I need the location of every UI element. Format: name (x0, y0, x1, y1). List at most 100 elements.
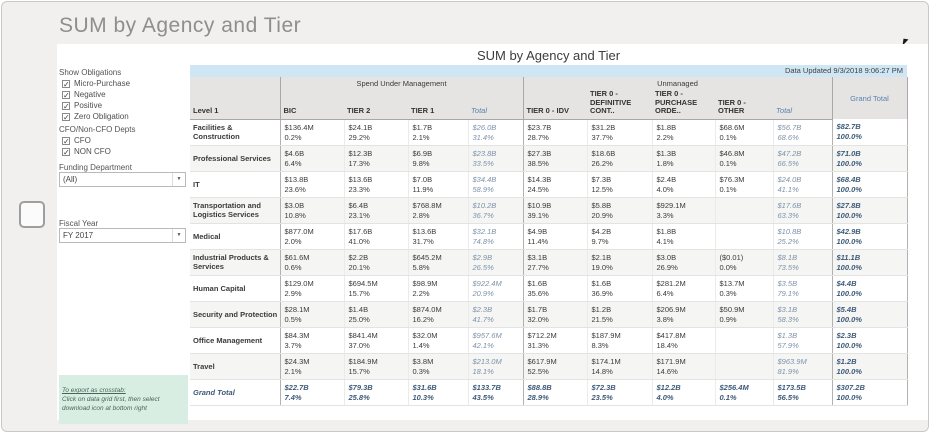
column-header-level1[interactable]: Level 1 (190, 90, 281, 120)
data-cell[interactable]: $13.7M 0.3% (715, 275, 774, 302)
data-cell[interactable]: $27.8B 100.0% (832, 197, 908, 224)
data-cell[interactable]: $11.1B 100.0% (832, 249, 908, 276)
data-cell[interactable]: $171.9M 14.6% (652, 353, 716, 380)
data-cell[interactable]: $133.7B 43.5% (468, 378, 524, 406)
row-label[interactable]: IT (190, 171, 281, 198)
data-cell[interactable]: $929.1M 3.3% (652, 197, 716, 224)
data-cell[interactable]: $34.4B 58.9% (468, 171, 524, 198)
checkbox-option[interactable]: ✓ NON CFO (62, 146, 111, 157)
data-cell[interactable]: $2.4B 4.0% (652, 171, 716, 198)
checkbox-option[interactable]: ✓ Zero Obligation (62, 111, 130, 122)
data-cell[interactable]: $7.3B 12.5% (587, 171, 653, 198)
data-cell[interactable]: $184.9M 15.7% (344, 353, 409, 380)
row-label[interactable]: Professional Services (190, 145, 281, 172)
data-cell[interactable]: $46.8M 0.1% (715, 145, 774, 172)
row-label[interactable]: Facilities & Construction (190, 119, 281, 146)
data-cell[interactable]: $4.6B 6.4% (280, 145, 345, 172)
data-cell[interactable]: $42.9B 100.0% (832, 223, 908, 250)
data-cell[interactable]: $6.9B 9.8% (408, 145, 469, 172)
data-cell[interactable]: $4.2B 9.7% (587, 223, 653, 250)
data-cell[interactable]: $174.1M 14.8% (587, 353, 653, 380)
data-cell[interactable]: $1.7B 32.0% (523, 301, 588, 328)
data-cell[interactable]: $13.6B 31.7% (408, 223, 469, 250)
data-cell[interactable]: $3.5B 79.1% (773, 275, 833, 302)
data-cell[interactable]: $18.6B 26.2% (587, 145, 653, 172)
data-cell[interactable]: $1.4B 25.0% (344, 301, 409, 328)
data-cell[interactable]: $32.1B 74.8% (468, 223, 524, 250)
data-cell[interactable]: $256.4M 0.1% (715, 378, 774, 406)
data-cell[interactable]: $4.9B 11.4% (523, 223, 588, 250)
data-cell[interactable] (715, 353, 774, 380)
data-cell[interactable]: $206.9M 3.8% (652, 301, 716, 328)
data-cell[interactable]: $922.4M 20.9% (468, 275, 524, 302)
data-cell[interactable]: $27.3B 38.5% (523, 145, 588, 172)
data-cell[interactable]: $645.2M 5.8% (408, 249, 469, 276)
data-cell[interactable]: $173.5B 56.5% (773, 378, 833, 406)
row-label[interactable]: Security and Protection (190, 301, 281, 328)
data-cell[interactable]: $84.3M 3.7% (280, 327, 345, 354)
data-cell[interactable]: $13.6B 23.3% (344, 171, 409, 198)
data-cell[interactable]: $61.6M 0.6% (280, 249, 345, 276)
data-cell[interactable]: $50.9M 0.9% (715, 301, 774, 328)
data-cell[interactable]: $136.4M 0.2% (280, 119, 345, 146)
data-cell[interactable]: $694.5M 15.7% (344, 275, 409, 302)
data-cell[interactable]: $1.8B 2.2% (652, 119, 716, 146)
data-cell[interactable]: $28.1M 0.5% (280, 301, 345, 328)
data-cell[interactable]: $72.3B 23.5% (587, 378, 653, 406)
data-cell[interactable]: ($0.01) 0.0% (715, 249, 774, 276)
data-cell[interactable]: $88.8B 28.9% (523, 378, 588, 406)
data-cell[interactable]: $17.6B 63.3% (773, 197, 833, 224)
data-cell[interactable]: $32.0M 1.4% (408, 327, 469, 354)
data-cell[interactable]: $5.4B 100.0% (832, 301, 908, 328)
data-cell[interactable]: $712.2M 31.3% (523, 327, 588, 354)
data-cell[interactable]: $17.6B 41.0% (344, 223, 409, 250)
data-cell[interactable]: $3.8M 0.3% (408, 353, 469, 380)
data-cell[interactable]: $22.7B 7.4% (280, 378, 345, 406)
data-cell[interactable]: $56.7B 68.6% (773, 119, 833, 146)
column-header-tier0-purchase[interactable]: TIER 0 - PURCHASE ORDE.. (652, 90, 715, 120)
data-cell[interactable]: $12.2B 4.0% (652, 378, 716, 406)
data-cell[interactable]: $417.8M 18.4% (652, 327, 716, 354)
data-cell[interactable]: $3.0B 10.8% (280, 197, 345, 224)
data-cell[interactable]: $82.7B 100.0% (832, 119, 908, 146)
data-cell[interactable]: $2.3B 100.0% (832, 327, 908, 354)
data-cell[interactable]: $841.4M 37.0% (344, 327, 409, 354)
data-cell[interactable]: $1.7B 2.1% (408, 119, 469, 146)
data-cell[interactable]: $10.8B 25.2% (773, 223, 833, 250)
data-cell[interactable]: $6.4B 23.1% (344, 197, 409, 224)
data-cell[interactable]: $874.0M 16.2% (408, 301, 469, 328)
data-cell[interactable]: $79.3B 25.8% (344, 378, 409, 406)
data-cell[interactable]: $13.8B 23.6% (280, 171, 345, 198)
data-cell[interactable] (715, 223, 774, 250)
data-cell[interactable]: $768.8M 2.8% (408, 197, 469, 224)
data-cell[interactable]: $2.1B 19.0% (587, 249, 653, 276)
data-cell[interactable]: $24.0B 41.1% (773, 171, 833, 198)
data-cell[interactable]: $307.2B 100.0% (832, 378, 908, 406)
data-cell[interactable]: $281.2M 6.4% (652, 275, 716, 302)
data-cell[interactable]: $24.3M 2.1% (280, 353, 345, 380)
data-cell[interactable]: $2.9B 26.5% (468, 249, 524, 276)
data-cell[interactable]: $1.8B 4.1% (652, 223, 716, 250)
data-cell[interactable]: $1.2B 100.0% (832, 353, 908, 380)
funding-department-dropdown[interactable]: (All) ▼ (59, 172, 186, 187)
column-header-tier0-other[interactable]: TIER 0 - OTHER (715, 90, 773, 120)
column-header-tier0-definitive[interactable]: TIER 0 - DEFINITIVE CONT.. (587, 90, 652, 120)
data-cell[interactable]: $12.3B 17.3% (344, 145, 409, 172)
data-cell[interactable]: $1.6B 36.9% (587, 275, 653, 302)
data-cell[interactable]: $2.3B 41.7% (468, 301, 524, 328)
data-cell[interactable] (715, 197, 774, 224)
data-cell[interactable]: $68.6M 0.1% (715, 119, 774, 146)
column-header-tier2[interactable]: TIER 2 (344, 90, 408, 120)
data-cell[interactable]: $957.6M 42.1% (468, 327, 524, 354)
checkbox-option[interactable]: ✓ Negative (62, 89, 130, 100)
data-cell[interactable]: $23.7B 28.7% (523, 119, 588, 146)
column-header-tier0-idv[interactable]: TIER 0 - IDV (523, 90, 587, 120)
column-header-bic[interactable]: BIC (280, 90, 344, 120)
data-cell[interactable]: $14.3B 24.5% (523, 171, 588, 198)
data-cell[interactable]: $31.2B 37.7% (587, 119, 653, 146)
fiscal-year-dropdown[interactable]: FY 2017 ▼ (59, 228, 186, 243)
data-cell[interactable]: $3.1B 58.3% (773, 301, 833, 328)
data-cell[interactable]: $1.3B 57.9% (773, 327, 833, 354)
checkbox-option[interactable]: ✓ Micro-Purchase (62, 78, 130, 89)
row-label[interactable]: Grand Total (190, 378, 281, 406)
